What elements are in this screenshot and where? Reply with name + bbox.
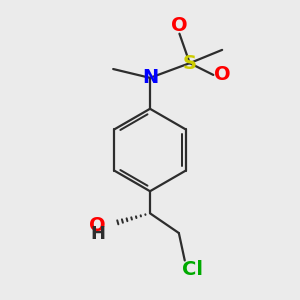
Text: Cl: Cl [182,260,203,279]
Text: S: S [183,54,197,73]
Text: O: O [89,216,105,235]
Text: H: H [90,225,105,243]
Text: O: O [171,16,188,35]
Text: N: N [142,68,158,87]
Text: O: O [214,65,231,84]
